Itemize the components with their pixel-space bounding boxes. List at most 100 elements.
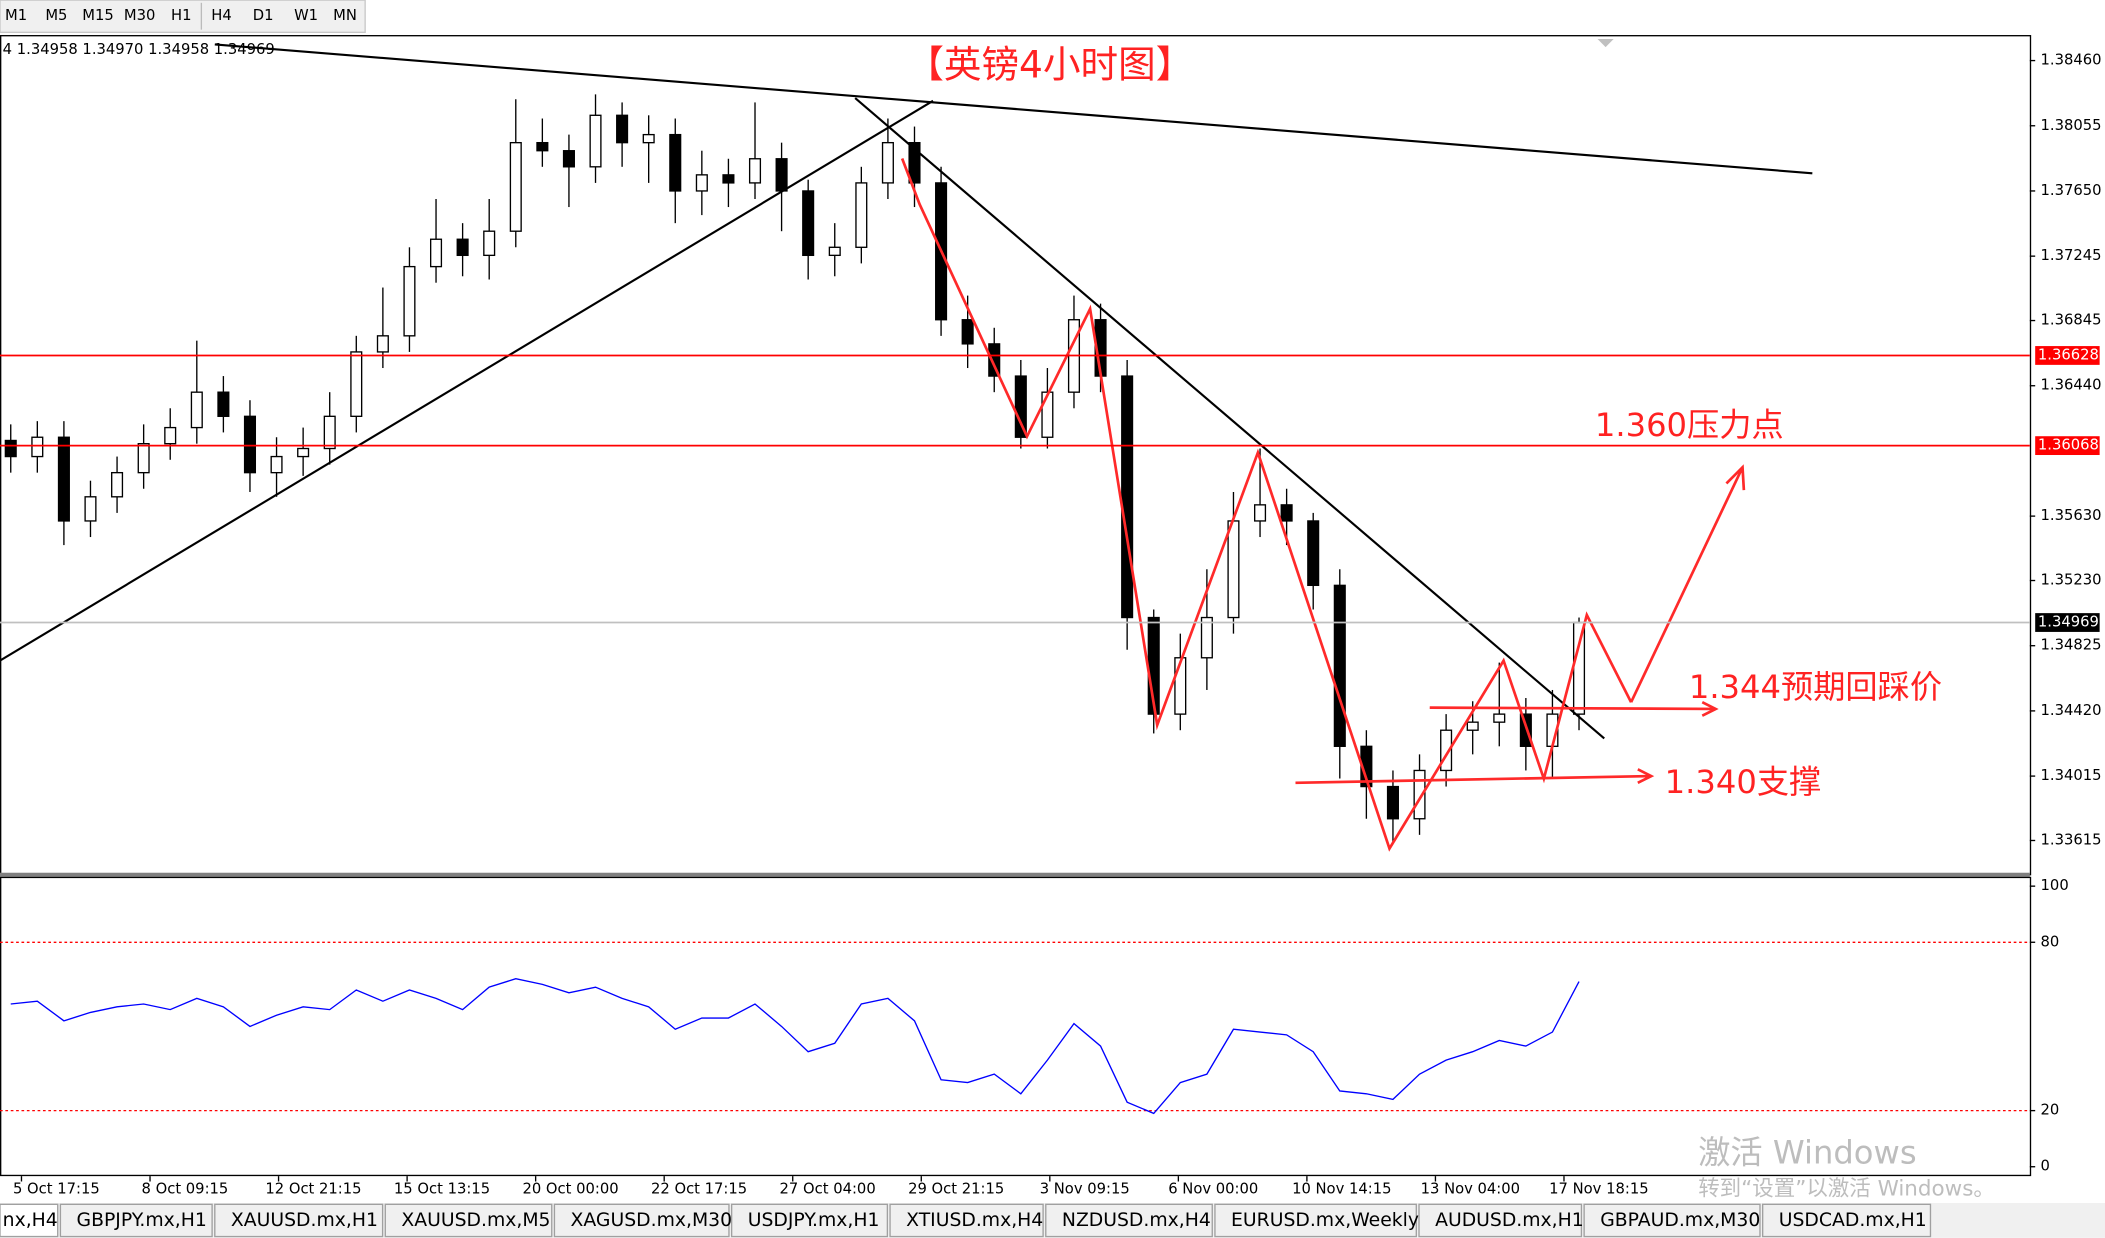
arrow xyxy=(1295,774,1652,785)
chart-title: 【英镑4小时图】 xyxy=(906,43,1193,87)
y-tick-label: 1.37245 xyxy=(2041,247,2102,264)
ohlc-info: 4 1.34958 1.34970 1.34958 1.34969 xyxy=(3,41,275,58)
annotation: 1.360压力点 xyxy=(1595,406,1784,444)
candle-body xyxy=(111,471,124,498)
tab[interactable] xyxy=(730,1203,889,1238)
candle-body xyxy=(323,415,336,450)
x-tick-label: 8 Oct 09:15 xyxy=(142,1181,229,1198)
tab[interactable] xyxy=(384,1203,553,1238)
watermark: 转到“设置”以激活 Windows。 xyxy=(1698,1177,1995,1202)
timeframe-button[interactable]: M30 xyxy=(124,7,156,24)
price-level-label: 1.34969 xyxy=(2038,614,2099,631)
candle-body xyxy=(1014,375,1027,438)
candle-body xyxy=(456,238,469,257)
zigzag xyxy=(900,158,1633,852)
candle-body xyxy=(669,133,682,192)
tab-label[interactable]: EURUSD.mx,Weekly xyxy=(1231,1210,1419,1231)
candle-body xyxy=(775,158,788,192)
watermark: 激活 Windows xyxy=(1698,1134,1916,1172)
candle-body xyxy=(988,343,1001,377)
tab[interactable] xyxy=(59,1203,213,1238)
panel-divider xyxy=(0,872,2030,877)
timeframe-button[interactable]: M15 xyxy=(82,7,114,24)
tab[interactable] xyxy=(1214,1203,1417,1238)
candle-body xyxy=(536,141,549,152)
tab-label[interactable]: XAUUSD.mx,H1 xyxy=(231,1210,378,1231)
tab[interactable] xyxy=(1045,1203,1213,1238)
candle-body xyxy=(1307,520,1320,587)
candle-body xyxy=(1519,713,1532,747)
tab-label[interactable]: GBPAUD.mx,M30 xyxy=(1600,1210,1760,1231)
tab[interactable] xyxy=(1583,1203,1761,1238)
candle-body xyxy=(4,439,17,458)
tab-label[interactable]: XAGUSD.mx,M30 xyxy=(571,1210,733,1231)
arrow xyxy=(1429,706,1716,711)
candle-body xyxy=(164,426,177,445)
tab[interactable] xyxy=(1761,1203,1932,1238)
toolbar xyxy=(0,0,366,34)
arrowhead xyxy=(1701,701,1719,717)
y-tick-label: 1.34420 xyxy=(2041,702,2102,719)
x-tick-label: 20 Oct 00:00 xyxy=(522,1181,618,1198)
price-level-label: 1.36628 xyxy=(2038,346,2099,363)
x-tick-label: 5 Oct 17:15 xyxy=(13,1181,100,1198)
y-tick-label: 1.34015 xyxy=(2041,767,2102,784)
x-tick-label: 10 Nov 14:15 xyxy=(1292,1181,1391,1198)
y-tick-label: 0 xyxy=(2041,1158,2050,1175)
candle-body xyxy=(190,391,203,429)
annotation: 1.344预期回踩价 xyxy=(1689,668,1942,706)
y-tick-label: 1.35630 xyxy=(2041,507,2102,524)
tab-label[interactable]: XAUUSD.mx,M5 xyxy=(401,1210,550,1231)
y-tick-label: 100 xyxy=(2041,877,2069,894)
tab[interactable] xyxy=(1418,1203,1583,1238)
x-tick-label: 6 Nov 00:00 xyxy=(1168,1181,1258,1198)
shift-marker xyxy=(1597,39,1614,48)
candle-body xyxy=(695,174,708,192)
tab[interactable] xyxy=(214,1203,384,1238)
y-tick-label: 1.35230 xyxy=(2041,572,2102,589)
candle-body xyxy=(509,141,522,232)
candle-body xyxy=(270,455,283,474)
tab-label[interactable]: AUDUSD.mx,H1 xyxy=(1435,1210,1584,1231)
tab-label[interactable]: XTIUSD.mx,H4 xyxy=(906,1210,1043,1231)
x-tick-label: 12 Oct 21:15 xyxy=(265,1181,361,1198)
candle-body xyxy=(429,238,443,268)
trendline xyxy=(854,97,1605,740)
timeframe-button[interactable]: M5 xyxy=(45,7,67,24)
price-level-label: 1.36068 xyxy=(2038,437,2099,454)
candle-body xyxy=(137,443,150,474)
tab[interactable] xyxy=(0,1203,59,1238)
timeframe-button[interactable]: W1 xyxy=(294,7,318,24)
candle-body xyxy=(855,182,868,248)
y-tick-label: 1.37650 xyxy=(2041,182,2102,199)
tab-label[interactable]: NZDUSD.mx,H4 xyxy=(1062,1210,1211,1231)
tab-label[interactable]: nx,H4 xyxy=(3,1210,58,1231)
candle-body xyxy=(1440,729,1453,772)
timeframe-button[interactable]: H1 xyxy=(171,7,191,24)
tab-label[interactable]: USDJPY.mx,H1 xyxy=(748,1210,880,1231)
x-tick-label: 17 Nov 18:15 xyxy=(1549,1181,1648,1198)
candle-body xyxy=(908,141,921,184)
timeframe-button[interactable]: MN xyxy=(333,7,357,24)
tab[interactable] xyxy=(553,1203,730,1238)
tab-label[interactable]: GBPJPY.mx,H1 xyxy=(77,1210,207,1231)
timeframe-button[interactable]: M1 xyxy=(5,7,27,24)
candle-body xyxy=(84,496,97,522)
timeframe-button[interactable]: D1 xyxy=(253,7,274,24)
candle-body xyxy=(243,415,257,474)
y-tick-label: 1.33615 xyxy=(2041,831,2102,848)
candle-body xyxy=(31,436,44,458)
tab[interactable] xyxy=(889,1203,1044,1238)
trendline xyxy=(214,43,1813,175)
timeframe-button[interactable]: H4 xyxy=(211,7,231,24)
tab-label[interactable]: USDCAD.mx,H1 xyxy=(1779,1210,1927,1231)
candle-body xyxy=(1413,769,1426,820)
x-tick-label: 22 Oct 17:15 xyxy=(651,1181,747,1198)
price-level-box xyxy=(2035,346,2100,365)
y-tick-label: 1.34825 xyxy=(2041,637,2102,654)
y-tick-label: 1.36845 xyxy=(2041,312,2102,329)
x-tick-label: 13 Nov 04:00 xyxy=(1421,1181,1520,1198)
price-level-box xyxy=(2035,613,2100,632)
